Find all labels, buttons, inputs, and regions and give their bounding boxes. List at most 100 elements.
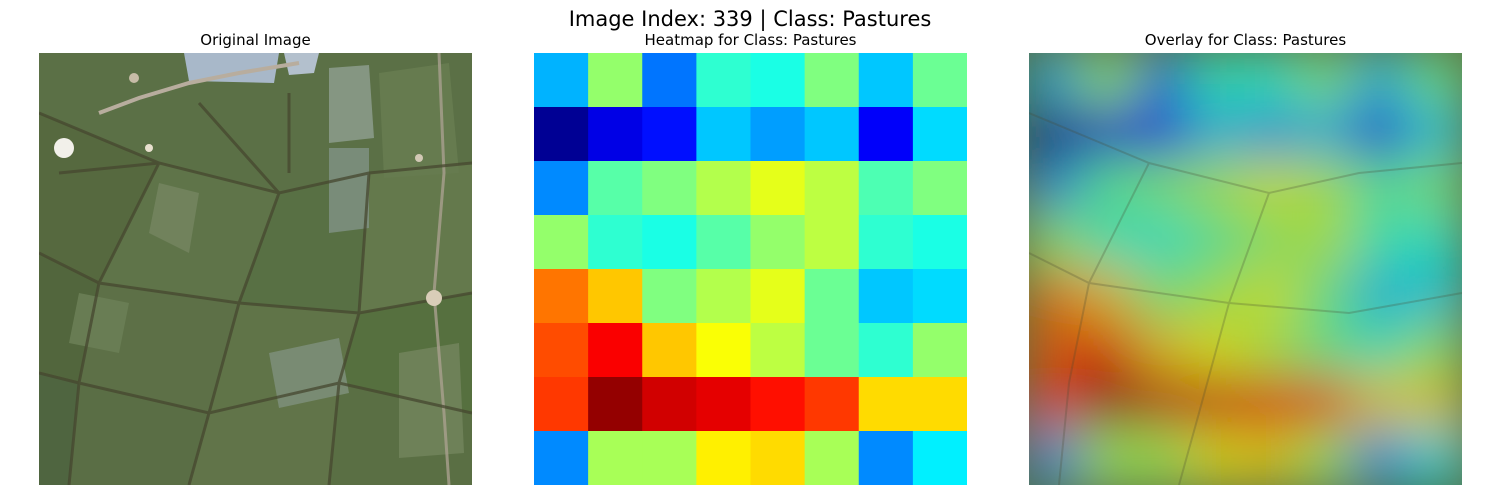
heatmap-cell-r7-c3 (696, 431, 752, 485)
heatmap-cell-r4-c1 (588, 269, 643, 324)
overlay-cell-r1-c2 (1135, 105, 1194, 163)
overlay-cell-r0-c4 (1243, 53, 1302, 109)
overlay-cell-r3-c6 (1351, 213, 1410, 271)
overlay-cell-r4-c1 (1081, 267, 1140, 325)
overlay-cell-r6-c0 (1029, 375, 1086, 433)
heatmap-cell-r0-c1 (588, 53, 643, 108)
heatmap-cell-r2-c1 (588, 161, 643, 216)
heatmap-cell-r5-c0 (534, 323, 589, 378)
overlay-cell-r3-c3 (1189, 213, 1248, 271)
overlay-cell-r5-c5 (1297, 321, 1356, 379)
overlay-plot (1029, 53, 1462, 485)
figure-title: Image Index: 339 | Class: Pastures (568, 7, 932, 31)
heatmap-cell-r2-c7 (912, 161, 967, 216)
heatmap-cell-r4-c6 (858, 269, 914, 324)
overlay-cell-r0-c0 (1029, 53, 1086, 109)
heatmap-cell-r7-c5 (804, 431, 860, 485)
heatmap-cell-r5-c3 (696, 323, 752, 378)
heatmap-cell-r4-c7 (912, 269, 967, 324)
overlay-cell-r5-c3 (1189, 321, 1248, 379)
heatmap-cell-r4-c5 (804, 269, 860, 324)
heatmap-cell-r1-c0 (534, 107, 589, 162)
heatmap-cell-r3-c6 (858, 215, 914, 270)
overlay-cell-r2-c3 (1189, 159, 1248, 217)
heatmap-cell-r7-c7 (912, 431, 967, 485)
heatmap-cell-r5-c4 (750, 323, 806, 378)
overlay-cell-r4-c7 (1405, 267, 1462, 325)
overlay-cell-r4-c5 (1297, 267, 1356, 325)
heatmap-cell-r5-c1 (588, 323, 643, 378)
heatmap-cell-r1-c4 (750, 107, 806, 162)
heatmap-cell-r0-c3 (696, 53, 752, 108)
overlay-cell-r6-c1 (1081, 375, 1140, 433)
heatmap-cell-r3-c5 (804, 215, 860, 270)
overlay-cell-r2-c5 (1297, 159, 1356, 217)
overlay-cell-r6-c3 (1189, 375, 1248, 433)
heatmap-cell-r2-c4 (750, 161, 806, 216)
satellite-image (39, 53, 472, 485)
heatmap-cell-r1-c6 (858, 107, 914, 162)
heatmap-cell-r6-c0 (534, 377, 589, 432)
heatmap-cell-r3-c1 (588, 215, 643, 270)
heatmap-cell-r6-c2 (642, 377, 697, 432)
overlay-cell-r0-c7 (1405, 53, 1462, 109)
overlay-cell-r7-c7 (1405, 429, 1462, 485)
overlay-cell-r5-c6 (1351, 321, 1410, 379)
overlay-cell-r5-c0 (1029, 321, 1086, 379)
heatmap-cell-r0-c0 (534, 53, 589, 108)
heatmap-cell-r0-c2 (642, 53, 697, 108)
heatmap-cell-r1-c7 (912, 107, 967, 162)
heatmap-cell-r3-c7 (912, 215, 967, 270)
overlay-cell-r5-c2 (1135, 321, 1194, 379)
overlay-cell-r3-c1 (1081, 213, 1140, 271)
heatmap-cell-r6-c4 (750, 377, 806, 432)
overlay-cell-r6-c4 (1243, 375, 1302, 433)
heatmap-cell-r2-c6 (858, 161, 914, 216)
overlay-cell-r5-c1 (1081, 321, 1140, 379)
heatmap-cell-r1-c5 (804, 107, 860, 162)
heatmap-cell-r1-c2 (642, 107, 697, 162)
heatmap-cell-r3-c2 (642, 215, 697, 270)
heatmap-plot (534, 53, 967, 485)
overlay-cell-r3-c2 (1135, 213, 1194, 271)
heatmap-cell-r2-c2 (642, 161, 697, 216)
original-image (39, 53, 472, 485)
heatmap-cell-r4-c4 (750, 269, 806, 324)
overlay-title: Overlay for Class: Pastures (1144, 31, 1347, 49)
heatmap-cell-r5-c7 (912, 323, 967, 378)
heatmap-cell-r2-c0 (534, 161, 589, 216)
original-image-title: Original Image (200, 31, 311, 49)
overlay-cell-r2-c2 (1135, 159, 1194, 217)
overlay-cell-r1-c4 (1243, 105, 1302, 163)
overlay-cell-r7-c4 (1243, 429, 1302, 485)
overlay-cell-r7-c6 (1351, 429, 1410, 485)
heatmap-cell-r5-c5 (804, 323, 860, 378)
overlay-cell-r2-c4 (1243, 159, 1302, 217)
heatmap-svg (534, 53, 967, 485)
heatmap-cell-r6-c6 (858, 377, 914, 432)
overlay-cell-r1-c7 (1405, 105, 1462, 163)
overlay-cell-r4-c4 (1243, 267, 1302, 325)
overlay-cell-r0-c5 (1297, 53, 1356, 109)
overlay-cell-r1-c1 (1081, 105, 1140, 163)
heatmap-cell-r1-c3 (696, 107, 752, 162)
overlay-cell-r4-c0 (1029, 267, 1086, 325)
heatmap-cell-r5-c6 (858, 323, 914, 378)
heatmap-title: Heatmap for Class: Pastures (644, 31, 857, 49)
overlay-cell-r1-c3 (1189, 105, 1248, 163)
heatmap-cell-r0-c6 (858, 53, 914, 108)
heatmap-cell-r6-c1 (588, 377, 643, 432)
overlay-cell-r1-c0 (1029, 105, 1086, 163)
heatmap-cell-r7-c0 (534, 431, 589, 485)
overlay-cell-r6-c5 (1297, 375, 1356, 433)
overlay-cell-r6-c6 (1351, 375, 1410, 433)
heatmap-cell-r4-c0 (534, 269, 589, 324)
overlay-cell-r7-c2 (1135, 429, 1194, 485)
heatmap-cell-r3-c3 (696, 215, 752, 270)
heatmap-cell-r2-c3 (696, 161, 752, 216)
overlay-cell-r4-c3 (1189, 267, 1248, 325)
heatmap-cell-r4-c2 (642, 269, 697, 324)
heatmap-cell-r7-c6 (858, 431, 914, 485)
heatmap-cell-r1-c1 (588, 107, 643, 162)
overlay-cell-r3-c7 (1405, 213, 1462, 271)
